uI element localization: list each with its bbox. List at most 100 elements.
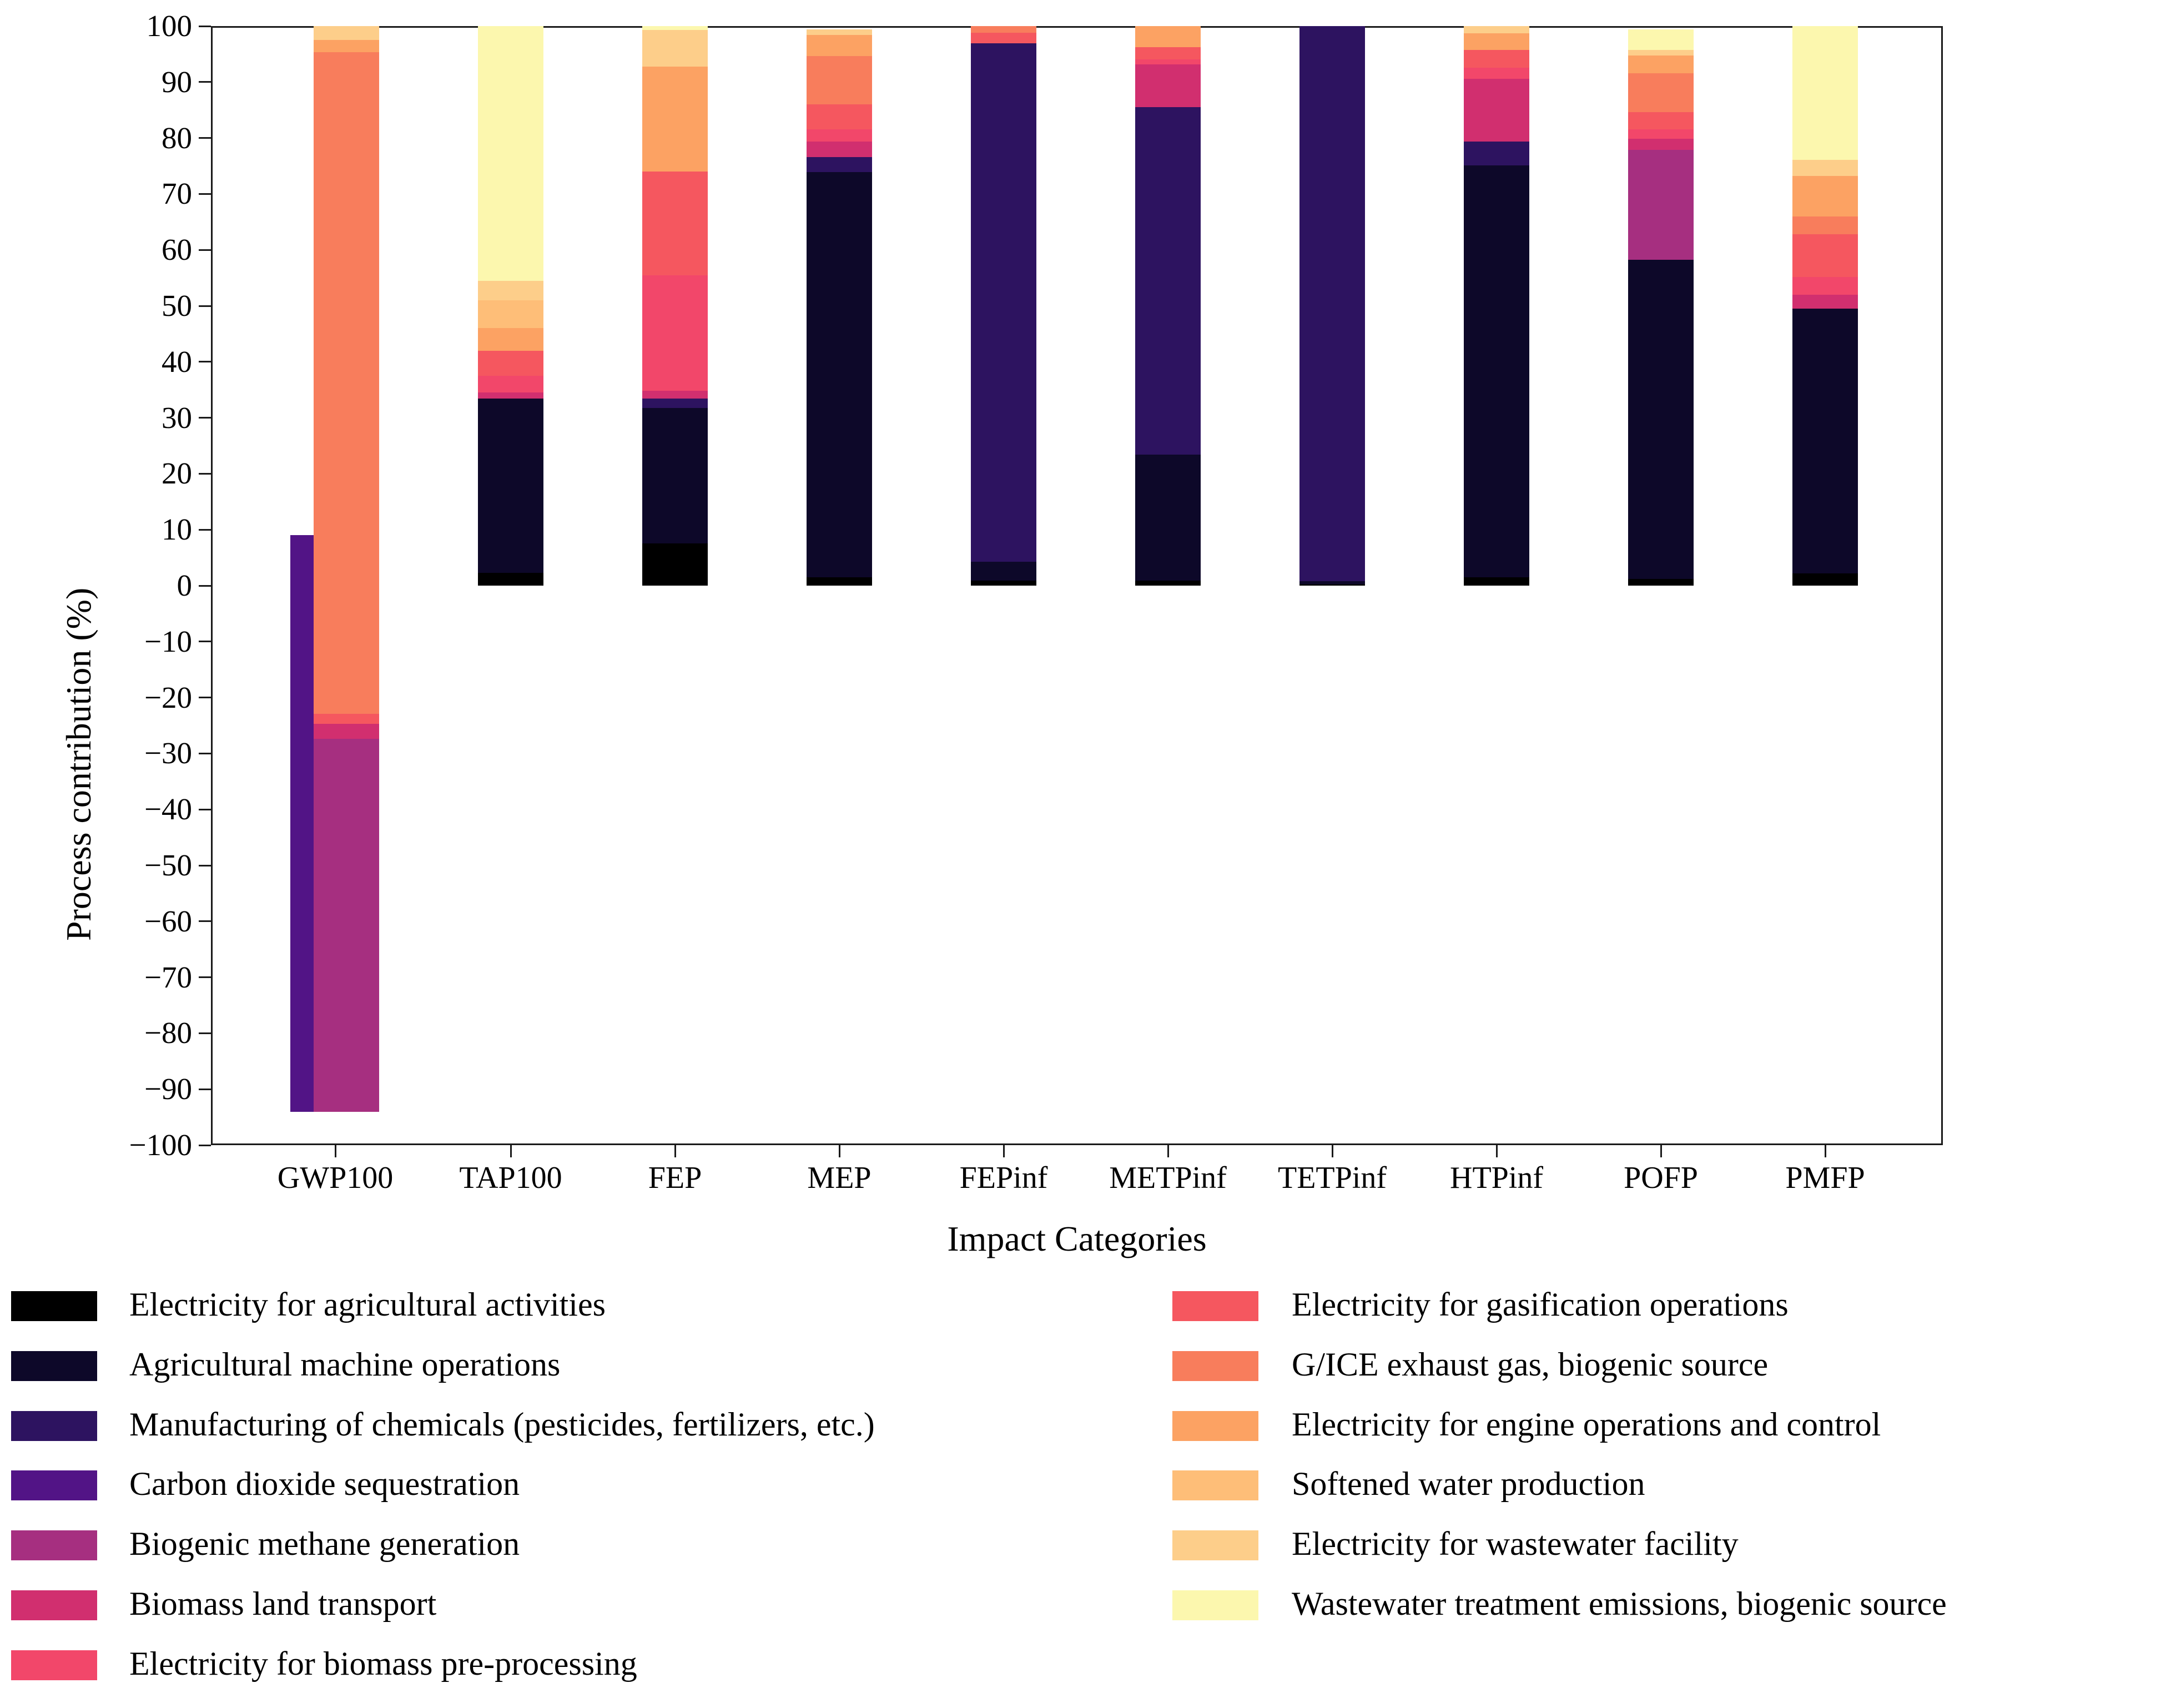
x-category-label: METPinf	[1109, 1161, 1227, 1195]
bar-segment	[1628, 112, 1694, 130]
y-tick-label: 50	[162, 289, 192, 323]
chemicals-swatch	[11, 1410, 97, 1441]
bar-segment	[314, 40, 379, 53]
preprocessing-swatch	[11, 1650, 97, 1680]
bar-segment	[642, 391, 708, 399]
bar-segment	[1464, 165, 1529, 577]
legend-label: Electricity for engine operations and co…	[1292, 1405, 1881, 1443]
legend-label: Electricity for gasification operations	[1292, 1286, 1789, 1323]
y-tick-label: 20	[162, 456, 192, 491]
y-tick-mark	[199, 1144, 211, 1146]
y-tick-mark	[199, 864, 211, 866]
bar-segment	[1792, 573, 1858, 586]
bar-segment	[314, 26, 379, 41]
y-tick-mark	[199, 361, 211, 363]
bar-segment	[314, 713, 379, 724]
y-tick-mark	[199, 472, 211, 475]
wastewater_facility-swatch	[1172, 1530, 1258, 1561]
y-tick-mark	[199, 25, 211, 27]
x-tick-mark	[838, 1145, 840, 1157]
land_transport-swatch	[11, 1590, 97, 1620]
y-tick-mark	[199, 528, 211, 531]
bar-segment	[1464, 141, 1529, 165]
softened_water-swatch	[1172, 1470, 1258, 1501]
y-tick-mark	[199, 1088, 211, 1090]
y-tick-label: −40	[144, 792, 192, 827]
bar-segment	[1628, 260, 1694, 579]
ag_machine-swatch	[11, 1351, 97, 1381]
x-category-label: HTPinf	[1450, 1161, 1543, 1195]
bar-segment	[1792, 294, 1858, 309]
bar-segment	[807, 29, 872, 36]
bar-segment	[807, 577, 872, 586]
bar-segment	[807, 104, 872, 130]
bar-segment	[1135, 107, 1201, 455]
bar-segment	[642, 66, 708, 172]
bar-segment	[971, 561, 1036, 581]
y-tick-label: 70	[162, 177, 192, 211]
bar-segment	[1135, 59, 1201, 64]
legend-label: Wastewater treatment emissions, biogenic…	[1292, 1585, 1947, 1622]
x-tick-mark	[674, 1145, 676, 1157]
bar-segment	[1464, 26, 1529, 34]
y-tick-mark	[199, 305, 211, 307]
y-tick-mark	[199, 137, 211, 139]
bar-segment	[642, 275, 708, 391]
elec_ag-swatch	[11, 1291, 97, 1321]
bar-segment	[642, 408, 708, 544]
x-category-label: MEP	[807, 1161, 872, 1195]
y-tick-label: −50	[144, 848, 192, 882]
bar-segment	[807, 172, 872, 577]
y-tick-label: 0	[177, 568, 193, 602]
bar-segment	[478, 280, 543, 300]
y-tick-mark	[199, 417, 211, 419]
bar-segment	[807, 129, 872, 142]
bar-segment	[1628, 149, 1694, 260]
y-tick-label: 80	[162, 120, 192, 155]
bar-segment	[1628, 73, 1694, 113]
bar-segment	[478, 399, 543, 573]
x-category-label: TAP100	[459, 1161, 562, 1195]
y-tick-mark	[199, 641, 211, 643]
y-tick-mark	[199, 81, 211, 83]
y-tick-mark	[199, 808, 211, 810]
bar-segment	[1299, 581, 1365, 585]
engine_ops-swatch	[1172, 1410, 1258, 1441]
y-tick-label: −80	[144, 1016, 192, 1050]
y-tick-label: −100	[129, 1128, 192, 1162]
x-tick-mark	[1331, 1145, 1333, 1157]
bar-segment	[1628, 578, 1694, 586]
y-tick-mark	[199, 976, 211, 979]
legend-label: Biomass land transport	[129, 1585, 437, 1622]
y-tick-label: −90	[144, 1072, 192, 1106]
bar-segment	[1135, 580, 1201, 586]
bar-segment	[642, 30, 708, 67]
x-tick-mark	[1660, 1145, 1662, 1157]
bar-segment	[1464, 577, 1529, 586]
legend-label: Agricultural machine operations	[129, 1346, 561, 1383]
bar-segment	[1792, 276, 1858, 295]
y-tick-mark	[199, 585, 211, 587]
bar-segment	[807, 35, 872, 57]
y-tick-mark	[199, 752, 211, 754]
gasification-swatch	[1172, 1291, 1258, 1321]
bar-segment	[642, 399, 708, 409]
y-tick-mark	[199, 697, 211, 699]
y-tick-mark	[199, 1032, 211, 1034]
bar-segment	[1135, 26, 1201, 48]
x-category-label: TETPinf	[1278, 1161, 1387, 1195]
x-tick-mark	[334, 1145, 336, 1157]
bar-segment	[1792, 234, 1858, 277]
x-tick-mark	[1824, 1145, 1826, 1157]
bar-segment	[1135, 64, 1201, 108]
bar-segment	[807, 141, 872, 157]
x-tick-mark	[510, 1145, 512, 1157]
bar-segment	[807, 56, 872, 105]
bar-segment	[1792, 26, 1858, 160]
bar-segment	[1628, 129, 1694, 139]
y-tick-mark	[199, 920, 211, 923]
x-tick-mark	[1495, 1145, 1498, 1157]
x-category-label: GWP100	[277, 1161, 394, 1195]
bar-segment	[478, 392, 543, 399]
bar-segment	[1464, 67, 1529, 79]
